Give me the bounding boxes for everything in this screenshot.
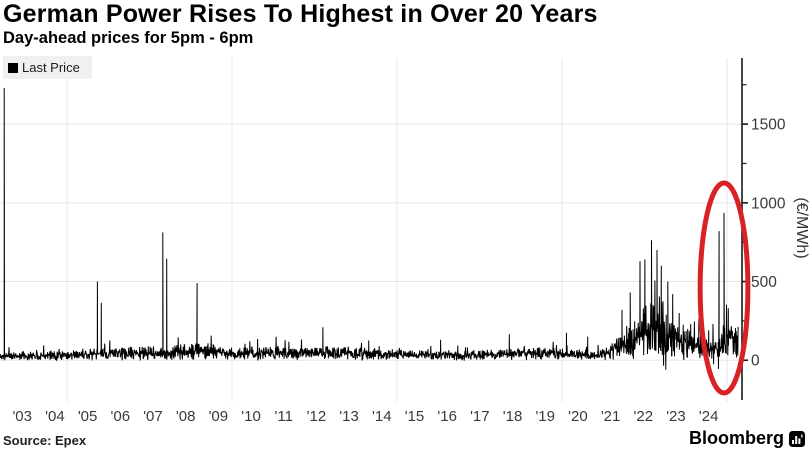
bloomberg-wordmark: Bloomberg <box>688 428 784 448</box>
svg-text:'18: '18 <box>503 408 523 425</box>
source-label: Source: Epex <box>3 433 87 448</box>
svg-text:'08: '08 <box>176 408 196 425</box>
legend: Last Price <box>3 56 92 79</box>
svg-text:500: 500 <box>751 274 777 291</box>
svg-text:'14: '14 <box>372 408 392 425</box>
svg-text:'22: '22 <box>634 408 654 425</box>
svg-text:'15: '15 <box>405 408 425 425</box>
chart-title: German Power Rises To Highest in Over 20… <box>3 0 598 28</box>
svg-text:'03: '03 <box>12 408 32 425</box>
svg-text:'07: '07 <box>143 408 163 425</box>
svg-text:'12: '12 <box>307 408 327 425</box>
svg-text:'05: '05 <box>78 408 98 425</box>
svg-text:'19: '19 <box>535 408 555 425</box>
svg-text:'17: '17 <box>470 408 490 425</box>
bloomberg-logo: Bloomberg <box>689 428 805 449</box>
svg-text:1500: 1500 <box>751 117 786 134</box>
svg-text:'13: '13 <box>339 408 359 425</box>
svg-text:'11: '11 <box>275 408 293 425</box>
legend-label: Last Price <box>22 60 80 75</box>
svg-text:'24: '24 <box>699 408 719 425</box>
svg-text:'09: '09 <box>209 408 229 425</box>
svg-text:'16: '16 <box>437 408 457 425</box>
svg-text:0: 0 <box>751 353 760 370</box>
svg-text:(€/MWh): (€/MWh) <box>793 197 810 258</box>
chart-subtitle: Day-ahead prices for 5pm - 6pm <box>3 29 254 47</box>
svg-text:'06: '06 <box>111 408 131 425</box>
bar-chart-icon <box>789 430 805 447</box>
svg-text:1000: 1000 <box>751 195 786 212</box>
svg-text:'04: '04 <box>45 408 65 425</box>
svg-text:'21: '21 <box>601 408 621 425</box>
svg-text:'23: '23 <box>666 408 686 425</box>
legend-marker-icon <box>8 62 18 73</box>
svg-text:'10: '10 <box>241 408 261 425</box>
svg-text:'20: '20 <box>568 408 588 425</box>
